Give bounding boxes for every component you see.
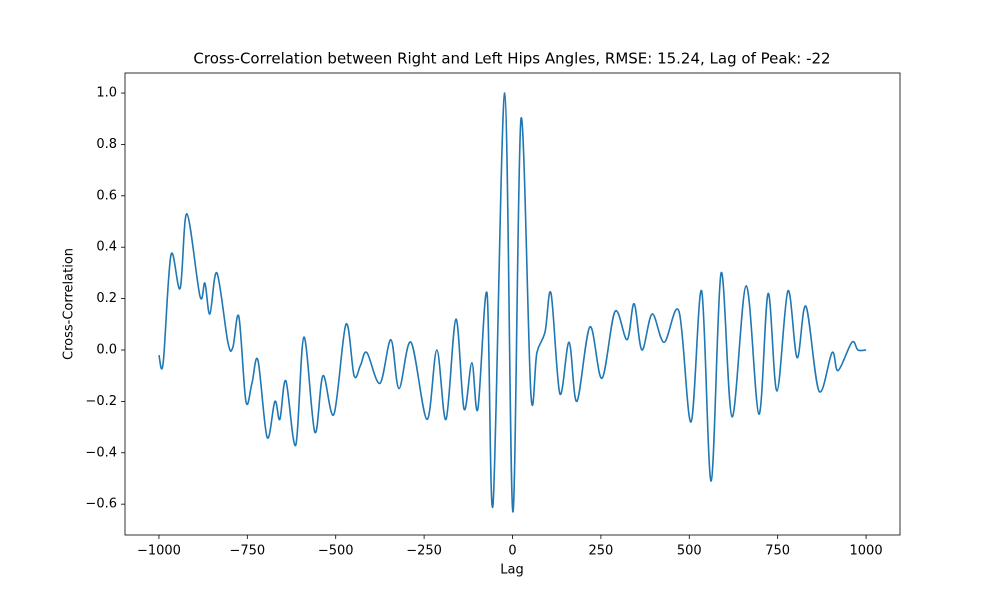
- y-tick-label: 0.2: [96, 291, 117, 306]
- y-tick-label: 0.8: [96, 137, 117, 152]
- y-tick-label: −0.4: [85, 445, 117, 460]
- chart-title: Cross-Correlation between Right and Left…: [193, 50, 830, 68]
- y-axis-label: Cross-Correlation: [62, 248, 77, 360]
- x-tick-label: −1000: [137, 544, 181, 559]
- x-tick-label: 750: [765, 544, 790, 559]
- y-tick-label: −0.2: [85, 394, 117, 409]
- x-tick-label: −250: [406, 544, 442, 559]
- y-tick-label: 0.6: [96, 188, 117, 203]
- x-tick-label: 0: [508, 544, 516, 559]
- y-tick-label: 0.4: [96, 240, 117, 255]
- x-tick-label: 250: [588, 544, 613, 559]
- plot-frame: [124, 72, 901, 536]
- x-axis-label: Lag: [500, 563, 523, 578]
- x-tick-label: −500: [318, 544, 354, 559]
- y-tick-label: 1.0: [96, 86, 117, 101]
- y-tick-label: 0.0: [96, 342, 117, 357]
- x-tick-label: 1000: [850, 544, 883, 559]
- x-tick-label: −750: [229, 544, 265, 559]
- y-tick-label: −0.6: [85, 497, 117, 512]
- x-tick-label: 500: [677, 544, 702, 559]
- line: [158, 92, 867, 513]
